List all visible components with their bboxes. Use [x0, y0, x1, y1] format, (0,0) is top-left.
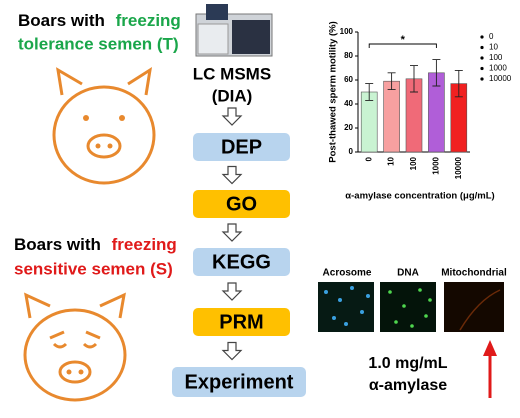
stain-label: Mitochondrial	[441, 268, 507, 279]
down-arrow	[221, 282, 243, 301]
step-box	[193, 248, 290, 276]
sensitive-prefix: Boars with	[14, 235, 101, 254]
step-label: KEGG	[212, 251, 271, 273]
step-box	[193, 133, 290, 161]
step-label: Experiment	[185, 371, 294, 393]
x-tick-label: 10	[387, 156, 396, 165]
step-label: GO	[226, 193, 257, 215]
y-axis-label: Post-thawed sperm motility (%)	[328, 21, 339, 162]
error-bar	[432, 59, 441, 87]
microscopy-panels	[318, 282, 504, 332]
y-tick-label: 80	[344, 51, 353, 60]
stain-label: DNA	[397, 268, 419, 279]
error-bar	[365, 83, 374, 101]
error-bar	[454, 69, 463, 98]
happy-pig	[52, 66, 156, 185]
y-tick-label: 60	[344, 75, 353, 84]
tolerant-title-line1: Boars with freezing	[18, 11, 181, 30]
legend-marker	[480, 45, 484, 50]
tolerant-title-line2: tolerance semen (T)	[18, 34, 179, 53]
x-tick-label: 10000	[454, 156, 463, 179]
tolerant-prefix: Boars with	[18, 11, 105, 30]
x-tick-label: 1000	[432, 156, 441, 174]
down-arrow	[221, 341, 243, 361]
sad-pig	[23, 292, 127, 402]
bar	[360, 91, 378, 153]
legend-label: 10000	[489, 74, 512, 83]
increase-arrow	[483, 340, 497, 398]
down-arrow	[221, 223, 243, 242]
legend-label: 0	[489, 32, 494, 41]
legend-label: 10	[489, 43, 498, 52]
legend-marker	[480, 35, 484, 39]
down-arrow	[221, 107, 243, 126]
legend-marker	[480, 56, 484, 60]
bar	[383, 80, 400, 153]
y-tick-label: 40	[344, 99, 353, 108]
down-arrow	[221, 165, 243, 185]
y-tick-label: 20	[344, 123, 353, 132]
y-tick-label: 0	[349, 147, 354, 156]
stain-label: Acrosome	[323, 268, 372, 279]
x-tick-label: 0	[364, 156, 373, 161]
x-axis-label: α-amylase concentration (μg/mL)	[345, 191, 494, 202]
x-tick-label: 100	[409, 156, 418, 170]
error-bar	[410, 65, 418, 93]
legend-marker	[480, 77, 484, 81]
step-label: DEP	[221, 136, 262, 158]
step-box	[193, 308, 290, 336]
tolerant-highlight: freezing	[116, 11, 181, 30]
legend-label: 100	[489, 53, 503, 62]
step-box	[172, 367, 306, 397]
legend-marker	[480, 66, 484, 71]
legend-label: 1000	[489, 64, 507, 73]
step-box	[193, 190, 290, 218]
y-tick-label: 100	[340, 27, 354, 36]
result-line1: 1.0 mg/mL	[368, 355, 447, 372]
significance-bracket	[368, 43, 437, 48]
sensitive-title-line1: Boars with freezing	[14, 235, 177, 254]
step-label: PRM	[219, 311, 263, 333]
error-bar	[387, 72, 396, 91]
workflow: DEP GO KEGG PRM Experiment	[172, 107, 306, 397]
method-line2: (DIA)	[212, 86, 253, 105]
mass-spectrometer	[195, 4, 273, 57]
significance-label: *	[401, 34, 406, 46]
sensitive-highlight: freezing	[112, 235, 177, 254]
sensitive-title-line2: sensitive semen (S)	[14, 259, 173, 278]
method-line1: LC MSMS	[193, 64, 271, 83]
result-line2: α-amylase	[369, 377, 447, 394]
